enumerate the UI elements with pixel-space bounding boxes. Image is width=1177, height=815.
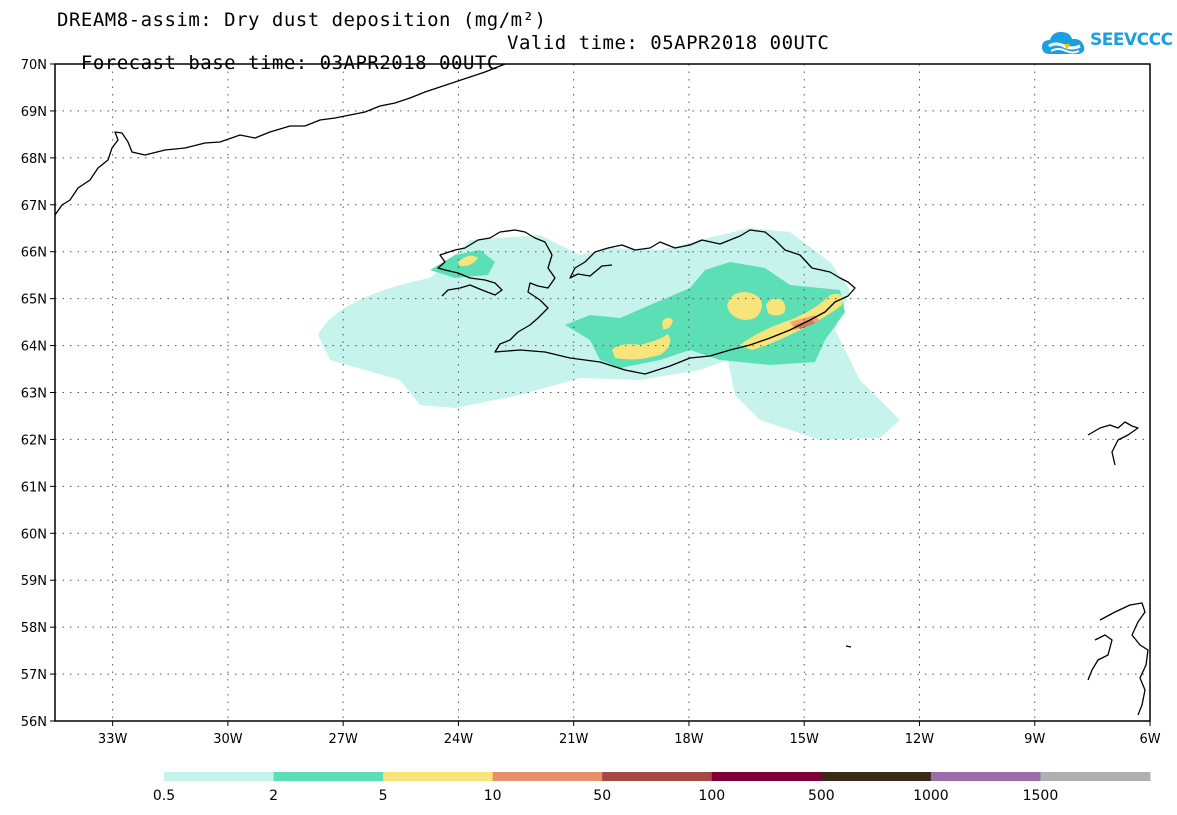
lat-label: 61N <box>21 480 47 495</box>
seevccc-logo: SEEVCCC <box>1040 26 1173 60</box>
colorbar <box>164 772 1151 781</box>
colorbar-label: 50 <box>593 788 611 804</box>
lat-label: 67N <box>21 199 47 214</box>
field-level-5b <box>766 298 786 316</box>
colorbar-label: 500 <box>808 788 835 804</box>
coastline-scotland <box>1087 602 1149 716</box>
lat-label: 62N <box>21 433 47 448</box>
field-level-5d <box>662 317 673 330</box>
lat-label: 70N <box>21 58 47 73</box>
forecast-base-time: Forecast base time: 03APR2018 00UTC <box>80 52 499 74</box>
island-north-rona <box>845 645 852 648</box>
lat-label: 69N <box>21 105 47 120</box>
field-level-5f <box>458 255 478 267</box>
colorbar-segment <box>930 772 1041 781</box>
lon-label: 33W <box>98 732 128 747</box>
coastline-greenland <box>54 63 506 216</box>
lat-label: 58N <box>21 621 47 636</box>
graticule <box>55 64 1150 721</box>
colorbar-segment <box>273 772 384 781</box>
colorbar-segment <box>1040 772 1151 781</box>
lon-label: 21W <box>559 732 589 747</box>
colorbar-segment <box>602 772 713 781</box>
lat-label: 57N <box>21 668 47 683</box>
logo-text: SEEVCCC <box>1090 30 1173 50</box>
lon-label: 30W <box>213 732 243 747</box>
lon-label: 18W <box>674 732 704 747</box>
valid-time: Valid time: 05APR2018 00UTC <box>507 32 830 54</box>
colorbar-label: 5 <box>379 788 388 804</box>
colorbar-segment <box>492 772 603 781</box>
lat-label: 68N <box>21 152 47 167</box>
lat-label: 59N <box>21 574 47 589</box>
lat-label: 65N <box>21 293 47 308</box>
lon-label: 9W <box>1024 732 1045 747</box>
coastlines <box>54 63 1149 716</box>
colorbar-label: 10 <box>484 788 502 804</box>
coastline-iceland <box>437 229 856 375</box>
colorbar-segment <box>711 772 822 781</box>
field-level-5c <box>612 334 671 360</box>
lat-label: 60N <box>21 527 47 542</box>
lon-label: 12W <box>905 732 935 747</box>
colorbar-segment <box>383 772 494 781</box>
lon-label: 24W <box>444 732 474 747</box>
lat-label: 63N <box>21 387 47 402</box>
colorbar-segment <box>821 772 932 781</box>
colorbar-label: 100 <box>698 788 725 804</box>
colorbar-label: 2 <box>269 788 278 804</box>
chart-title: DREAM8-assim: Dry dust deposition (mg/m²… <box>57 9 547 31</box>
colorbar-label: 0.5 <box>153 788 175 804</box>
cloud-logo-icon <box>1042 32 1085 54</box>
colorbar-label: 1500 <box>1023 788 1059 804</box>
lat-label: 66N <box>21 246 47 261</box>
lon-label: 27W <box>328 732 358 747</box>
coastline-faroe <box>1087 421 1139 466</box>
lat-label: 64N <box>21 340 47 355</box>
colorbar-label: 1000 <box>913 788 949 804</box>
lon-label: 6W <box>1139 732 1160 747</box>
lat-label: 56N <box>21 715 47 730</box>
colorbar-segment <box>164 772 275 781</box>
lon-label: 15W <box>790 732 820 747</box>
dust-field <box>318 228 900 440</box>
chart-subtitle: Forecast base time: 03APR2018 00UTC Vali… <box>57 33 829 93</box>
